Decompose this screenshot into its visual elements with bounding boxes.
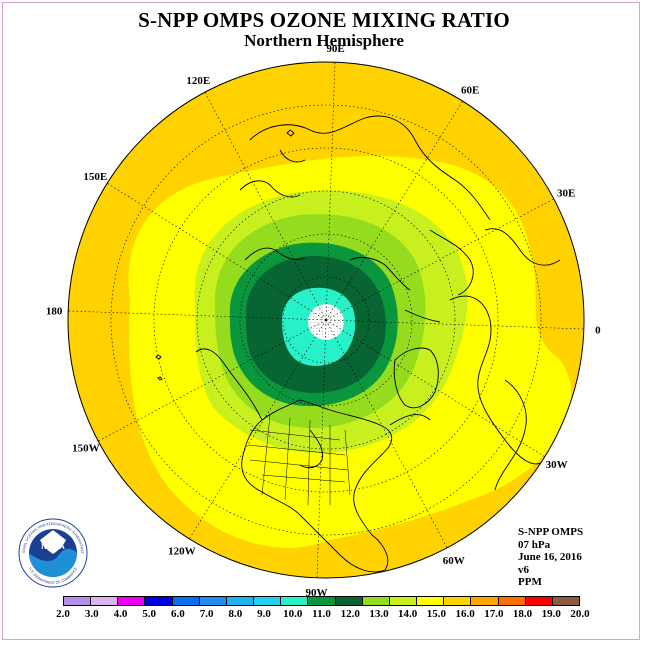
meridian-line	[325, 319, 584, 330]
longitude-label: 90E	[326, 43, 344, 55]
meridian-line	[68, 310, 327, 321]
colorbar	[63, 596, 580, 606]
colorbar-swatch	[362, 597, 390, 605]
colorbar-swatch	[118, 597, 146, 605]
map-title: S-NPP OMPS OZONE MIXING RATIO	[138, 8, 510, 32]
colorbar-swatch	[471, 597, 499, 605]
map-boundary	[67, 61, 585, 579]
colorbar-tick-label: 7.0	[199, 608, 214, 620]
colorbar-swatch	[145, 597, 173, 605]
meridian-line	[325, 319, 448, 548]
version-label: v6	[518, 563, 529, 576]
colorbar-tick-label: 17.0	[484, 608, 504, 620]
longitude-label: 180	[46, 306, 63, 318]
longitude-label: 90W	[306, 587, 328, 599]
longitude-label: 30E	[557, 187, 575, 199]
longitude-label: 150W	[72, 443, 100, 455]
colorbar-swatch	[417, 597, 445, 605]
meridian-line	[325, 101, 463, 321]
date-label: June 16, 2016	[518, 551, 582, 563]
colorbar-labels: 2.0 3.0 4.0 5.0 6.0 7.0 8.0 9.0 10.0 11.0 12.0 13.0…	[0, 608, 648, 622]
colorbar-swatch	[254, 597, 282, 605]
longitude-label: 60W	[443, 555, 465, 567]
colorbar-tick-label: 5.0	[142, 608, 157, 620]
longitude-label: 150E	[83, 171, 107, 183]
colorbar-tick-label: 9.0	[257, 608, 271, 620]
longitude-label: 30W	[546, 459, 568, 471]
colorbar-tick-label: 6.0	[171, 608, 185, 620]
colorbar-swatch	[281, 597, 309, 605]
colorbar-swatch	[552, 597, 579, 605]
meridian-line	[204, 92, 327, 321]
colorbar-swatch	[389, 597, 418, 605]
colorbar-tick-label: 3.0	[84, 608, 99, 620]
longitude-label: 60E	[461, 84, 479, 96]
product-info: S-NPP OMPS 07 hPa June 16, 2016 v6 PPM	[518, 526, 583, 589]
longitude-label: 120W	[168, 546, 196, 558]
plot-frame	[2, 2, 640, 640]
meridian-line	[107, 183, 327, 321]
map-subtitle: Northern Hemisphere	[244, 31, 404, 50]
meridian-line	[189, 319, 327, 539]
colorbar-tick-label: 12.0	[340, 608, 360, 620]
colorbar-tick-label: 10.0	[283, 608, 303, 620]
colorbar-tick-label: 2.0	[56, 608, 70, 620]
colorbar-tick-label: 15.0	[426, 608, 446, 620]
longitude-label: 120E	[186, 75, 210, 87]
colorbar-swatch	[444, 597, 472, 605]
colorbar-swatch	[199, 597, 227, 605]
colorbar-tick-label: 8.0	[228, 608, 243, 620]
colorbar-swatch	[525, 597, 553, 605]
colorbar-tick-label: 20.0	[570, 608, 590, 620]
colorbar-swatch	[91, 597, 119, 605]
noaa-logo-text: NOAA	[41, 542, 65, 551]
colorbar-swatch	[335, 597, 363, 605]
latitude-circles	[110, 104, 542, 536]
colorbar-swatch	[226, 597, 255, 605]
state-boundaries	[247, 414, 351, 506]
colorbar-swatch	[498, 597, 526, 605]
colorbar-swatch	[308, 597, 336, 605]
meridian-line	[325, 62, 336, 321]
longitude-label: 0	[595, 324, 601, 336]
meridian-line	[98, 319, 327, 442]
colorbar-tick-label: 14.0	[398, 608, 418, 620]
instrument-label: S-NPP OMPS	[518, 526, 584, 538]
pressure-label: 07 hPa	[518, 538, 551, 551]
longitude-labels: 90E 60E 30E 0 30W 60W 90W 120W 150W 180 150E 120E	[46, 43, 601, 599]
colorbar-tick-label: 4.0	[113, 608, 128, 620]
colorbar-tick-label: 18.0	[512, 608, 533, 620]
colorbar-tick-label: 16.0	[455, 608, 475, 620]
colorbar-tick-label: 19.0	[541, 608, 561, 620]
colorbar-swatch	[64, 597, 92, 605]
noaa-logo: NOAA NATIONAL OCEANIC AND ATMOSPHERIC AD…	[18, 518, 88, 588]
meridian-line	[325, 198, 554, 321]
meridian-line	[316, 319, 327, 578]
colorbar-tick-label: 11.0	[312, 608, 331, 620]
colorbar-tick-label: 13.0	[369, 608, 389, 620]
meridian-lines	[68, 62, 584, 578]
coastlines	[155, 115, 561, 573]
units-label: PPM	[518, 576, 542, 588]
meridian-line	[325, 319, 545, 457]
colorbar-swatch	[172, 597, 200, 605]
